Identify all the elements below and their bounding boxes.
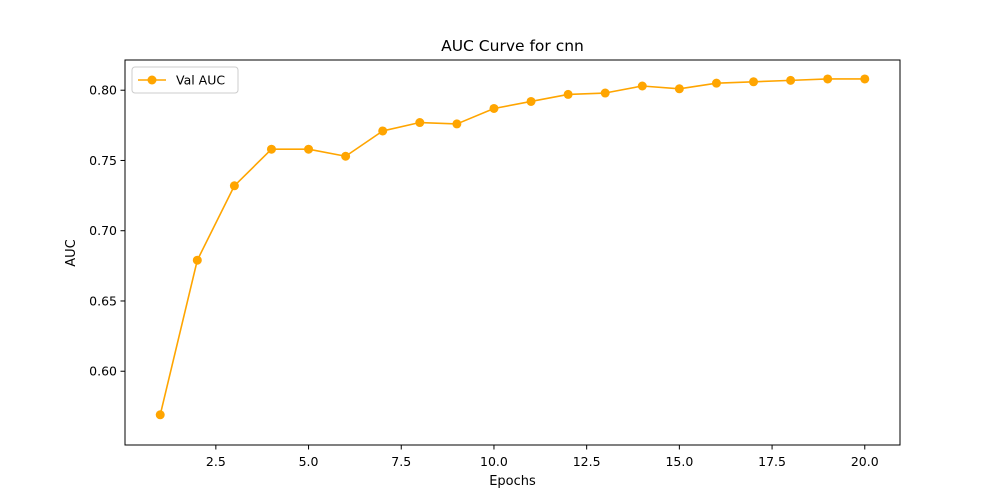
series-layer (155, 74, 870, 420)
data-point (452, 119, 462, 129)
data-point (489, 103, 499, 113)
data-point (304, 144, 314, 154)
x-axis-label: Epochs (489, 474, 536, 489)
x-tick-label: 5.0 (299, 454, 319, 469)
x-tick-label: 2.5 (206, 454, 226, 469)
legend-box (131, 66, 239, 94)
data-point (229, 181, 239, 191)
x-tick-label: 15.0 (665, 454, 693, 469)
x-tick-label: 10.0 (480, 454, 508, 469)
data-point (637, 81, 647, 91)
y-tick-label: 0.60 (89, 364, 117, 379)
data-point (266, 144, 276, 154)
data-point (415, 118, 425, 128)
legend-marker (147, 75, 157, 85)
y-tick-label: 0.75 (89, 153, 117, 168)
y-tick-label: 0.80 (89, 83, 117, 98)
y-axis-label: AUC (64, 239, 79, 267)
y-tick-label: 0.70 (89, 223, 117, 238)
data-point (155, 410, 165, 420)
legend-label: Val AUC (176, 73, 225, 88)
legend: Val AUC (131, 66, 239, 94)
data-point (526, 96, 536, 106)
x-axis-ticks: 2.5 5.0 7.5 10.0 12.5 15.0 17.5 20.0 (206, 445, 879, 469)
data-point (378, 126, 388, 136)
plot-frame (124, 59, 901, 446)
y-axis-ticks: 0.60 0.65 0.70 0.75 0.80 (89, 83, 125, 379)
chart-title: AUC Curve for cnn (441, 37, 584, 55)
x-tick-label: 17.5 (758, 454, 786, 469)
x-tick-label: 20.0 (851, 454, 879, 469)
data-point (600, 88, 610, 98)
series-line (159, 78, 865, 415)
y-tick-label: 0.65 (89, 293, 117, 308)
plot-area (124, 59, 901, 446)
data-point (674, 84, 684, 94)
data-point (711, 78, 721, 88)
data-point (786, 75, 796, 85)
x-tick-label: 7.5 (391, 454, 411, 469)
data-point (823, 74, 833, 84)
data-point (749, 77, 759, 87)
data-point (860, 74, 870, 84)
data-point (192, 255, 202, 265)
data-point (563, 89, 573, 99)
x-tick-label: 12.5 (573, 454, 601, 469)
data-point (341, 151, 351, 161)
